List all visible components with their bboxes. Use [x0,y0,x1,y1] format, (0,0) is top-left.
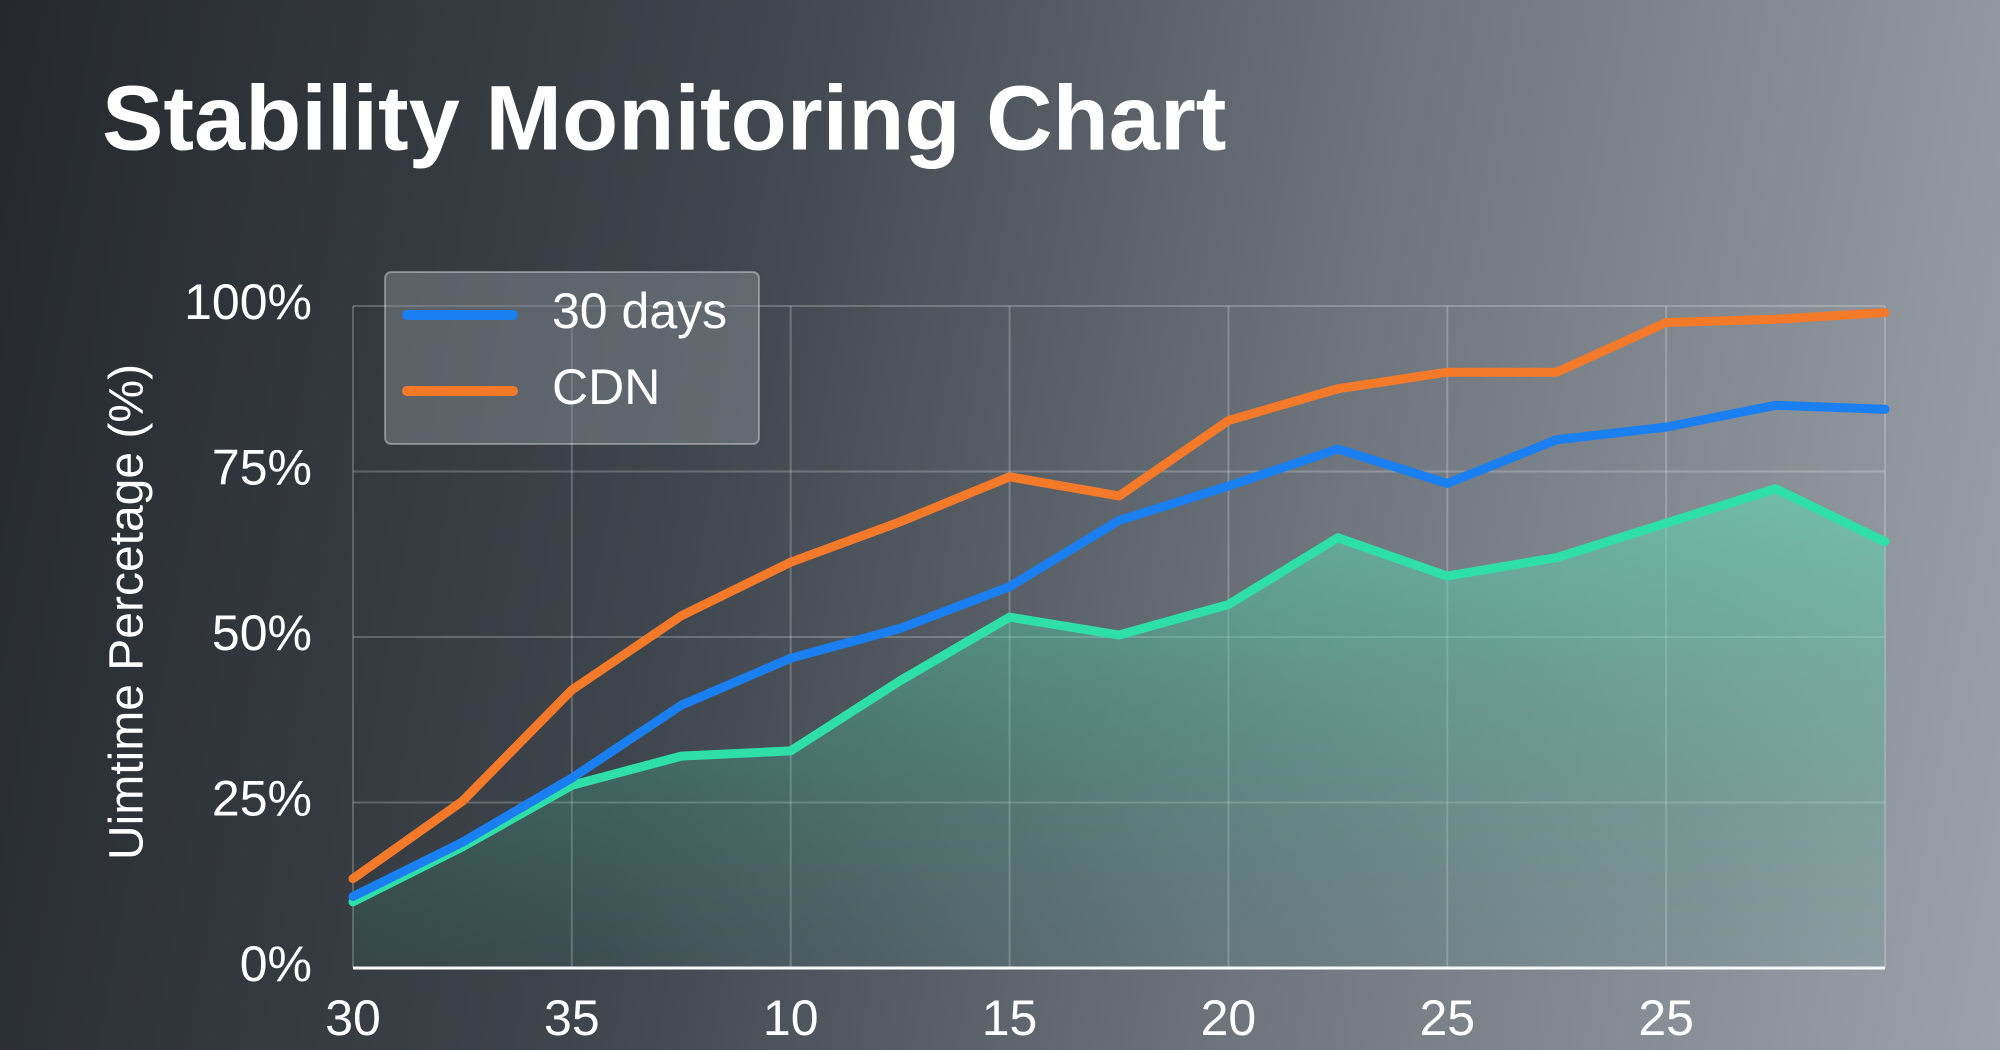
x-tick-label: 30 [325,990,381,1046]
line [348,484,1890,907]
x-tick-label: 25 [1638,990,1694,1046]
y-axis-title: Uimtime Percetage (%) [101,364,154,860]
y-tick-label: 50% [212,605,312,661]
area [353,488,1885,968]
line [348,308,1890,884]
x-tick-label: 15 [982,990,1038,1046]
x-tick-label: 10 [763,990,819,1046]
chart-title: Stability Monitoring Chart [102,67,1226,169]
line [348,400,1890,902]
y-tick-label: 100% [184,274,312,330]
y-tick-label: 75% [212,440,312,496]
x-tick-label: 20 [1201,990,1257,1046]
legend-label: 30 days [552,283,727,339]
x-tick-label: 35 [544,990,600,1046]
y-tick-label: 25% [212,771,312,827]
x-tick-label: 25 [1419,990,1475,1046]
legend-label: CDN [552,359,660,415]
y-tick-label: 0% [240,936,312,992]
